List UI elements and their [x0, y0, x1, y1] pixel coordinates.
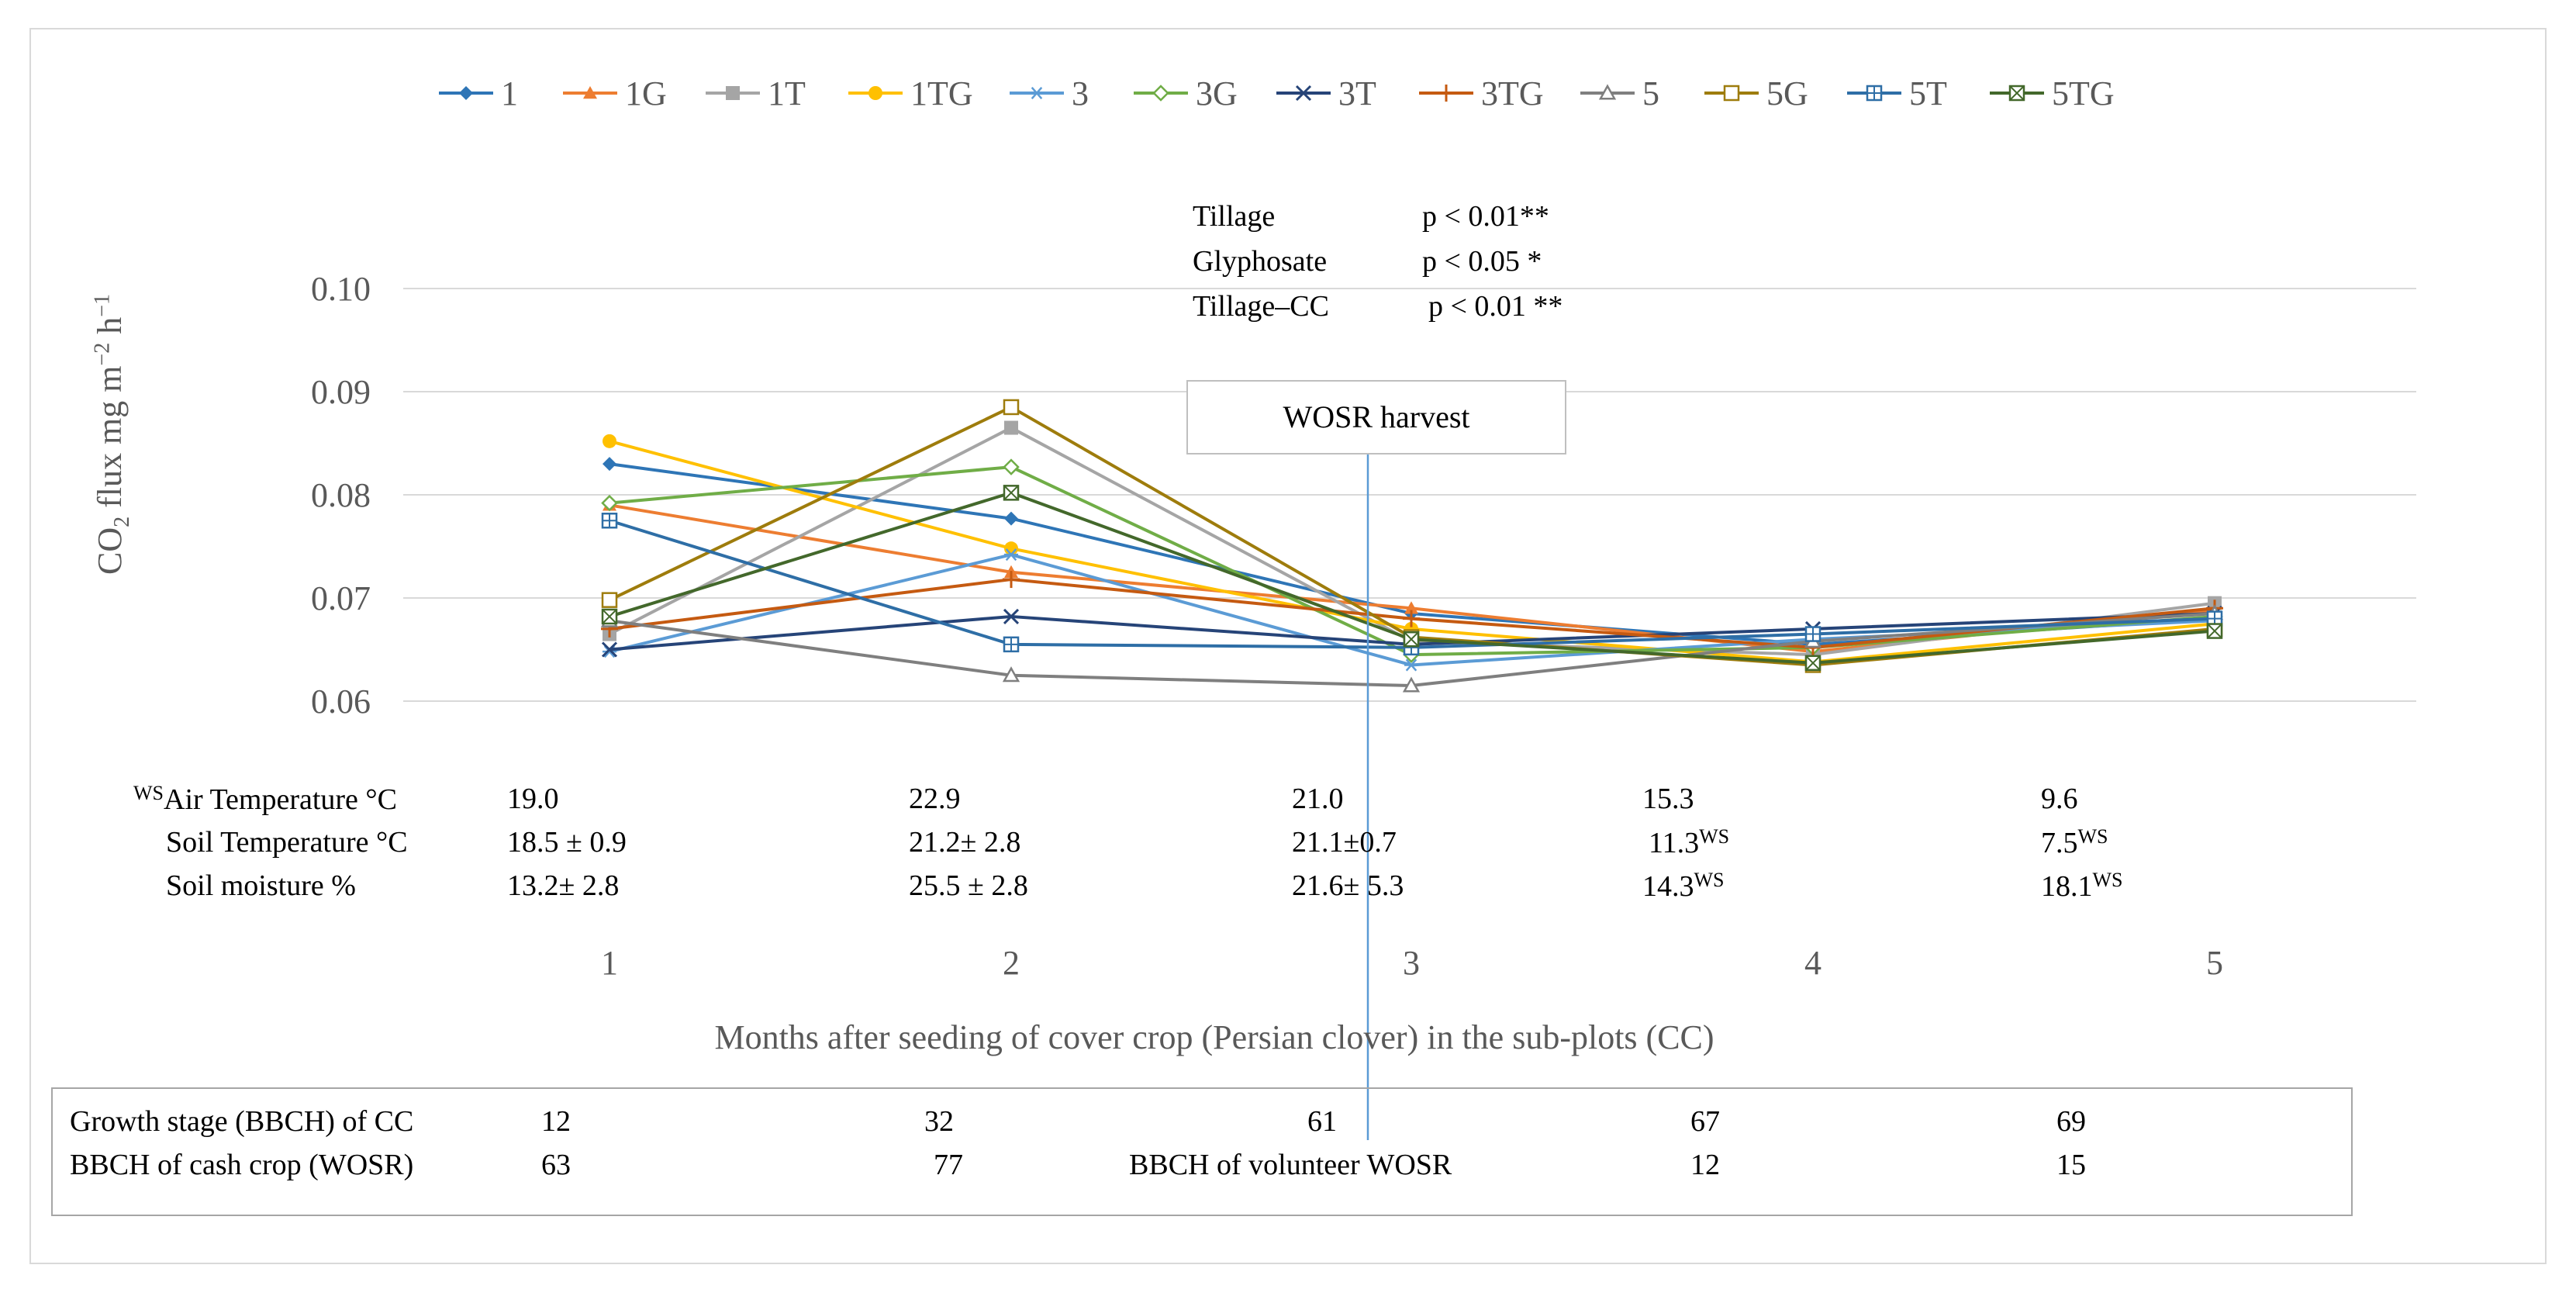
legend-marker-5T: [1866, 85, 1883, 102]
data-point-1T: [1004, 420, 1018, 435]
cc-stage-value: 67: [1690, 1105, 1720, 1138]
volunteer-wosr-value: 15: [2056, 1149, 2086, 1181]
data-point-5TG: [1804, 655, 1822, 672]
air-temp-value: 22.9: [909, 783, 961, 815]
x-tick-label: 5: [2206, 944, 2223, 982]
soil-moisture-value: 25.5 ± 2.8: [909, 869, 1028, 902]
legend-marker-5G: [1723, 85, 1740, 102]
data-point-1: [1004, 511, 1018, 526]
data-point-3T: [601, 641, 618, 658]
soil-temp-value: 21.2± 2.8: [909, 826, 1021, 859]
y-tick-label: 0.06: [311, 683, 371, 721]
legend-label-1T: 1T: [768, 74, 806, 112]
legend-label-5T: 5T: [1909, 74, 1947, 112]
data-point-5G: [601, 592, 618, 608]
cc-stage-value: 32: [924, 1105, 954, 1138]
air-temp-value: 19.0: [507, 783, 559, 815]
soil-temp-value: 21.1±0.7: [1292, 826, 1397, 859]
data-point-5TG: [601, 608, 618, 625]
volunteer-wosr-value: 12: [1690, 1149, 1720, 1181]
legend-marker-5: [1598, 84, 1617, 100]
legend-marker-5TG: [2008, 85, 2025, 102]
data-point-5: [1402, 676, 1421, 693]
legend-label-5G: 5G: [1766, 74, 1808, 112]
y-tick-label: 0.10: [311, 270, 371, 308]
data-point-3: [1004, 548, 1018, 562]
data-point-5TG: [1403, 631, 1420, 648]
cc-stage-value: 12: [541, 1105, 571, 1138]
soil-moisture-value: 13.2± 2.8: [507, 869, 620, 902]
data-point-3TG: [1403, 610, 1420, 627]
data-point-5T: [1804, 626, 1822, 642]
y-tick-label: 0.07: [311, 579, 371, 617]
y-tick-label: 0.09: [311, 373, 371, 411]
cc-stage-value: 69: [2056, 1105, 2086, 1138]
legend-marker-1T: [726, 86, 740, 100]
data-point-3G: [1003, 458, 1020, 475]
soil-moisture-value: 18.1WS: [2041, 869, 2123, 903]
data-point-5T: [601, 513, 618, 529]
data-point-5: [1002, 666, 1020, 683]
x-tick-label: 2: [1003, 944, 1020, 982]
stats-block: Tillage p < 0.01** Glyphosate p < 0.05 * T…: [1193, 194, 1563, 329]
soil-temp-value: 11.3WS: [1649, 825, 1730, 859]
legend-label-5TG: 5TG: [2052, 74, 2115, 112]
air-temp-value: 9.6: [2041, 783, 2078, 815]
legend-label-3TG: 3TG: [1481, 74, 1544, 112]
x-axis-label: Months after seeding of cover crop (Pers…: [714, 1018, 1714, 1056]
data-point-1TG: [603, 434, 616, 448]
figure-frame: [29, 28, 2547, 1264]
x-tick-label: 4: [1804, 944, 1822, 982]
legend-marker-1TG: [868, 86, 882, 100]
legend-label-5: 5: [1642, 74, 1659, 112]
legend-label-1: 1: [501, 74, 518, 112]
legend-marker-1: [459, 86, 473, 100]
wosr-harvest-label: WOSR harvest: [1186, 380, 1566, 454]
data-point-5TG: [2206, 623, 2223, 639]
soil-moisture-label: Soil moisture %: [166, 869, 356, 902]
x-tick-label: 3: [1403, 944, 1420, 982]
y-axis-label: CO2 flux mg m−2 h−1: [90, 293, 134, 575]
legend-label-3G: 3G: [1196, 74, 1238, 112]
x-tick-label: 1: [601, 944, 618, 982]
stat-glyphosate: Glyphosate p < 0.05 *: [1193, 245, 1542, 278]
soil-temp-label: Soil Temperature °C: [166, 826, 408, 859]
stat-tillage-cc: Tillage–CC p < 0.01 **: [1193, 290, 1563, 323]
legend-label-1G: 1G: [625, 74, 667, 112]
legend-marker-3T: [1295, 85, 1312, 102]
y-tick-label: 0.08: [311, 476, 371, 514]
data-point-3TG: [1003, 571, 1020, 589]
data-point-5G: [1003, 399, 1020, 416]
stat-tillage: Tillage p < 0.01**: [1193, 200, 1549, 233]
legend-label-3: 3: [1072, 74, 1089, 112]
cash-crop-value: 77: [934, 1149, 963, 1181]
air-temp-label: WSAir Temperature °C: [133, 782, 397, 816]
legend-marker-3: [1030, 86, 1044, 100]
growth-stage-table: [51, 1087, 2353, 1216]
data-point-5T: [1003, 636, 1020, 653]
air-temp-value: 21.0: [1292, 783, 1344, 815]
data-point-5TG: [1003, 485, 1020, 501]
data-point-1: [603, 457, 616, 472]
data-point-3T: [1003, 608, 1020, 625]
legend-marker-3TG: [1438, 85, 1455, 102]
soil-temp-value: 18.5 ± 0.9: [507, 826, 627, 859]
soil-temp-value: 7.5WS: [2041, 825, 2108, 859]
air-temp-value: 15.3: [1642, 783, 1694, 815]
soil-moisture-value: 21.6± 5.3: [1292, 869, 1404, 902]
cash-crop-label: BBCH of cash crop (WOSR): [70, 1149, 414, 1181]
legend-marker-3G: [1152, 85, 1169, 102]
legend-marker-1G: [583, 86, 597, 99]
cash-crop-value: 63: [541, 1149, 571, 1181]
legend-label-1TG: 1TG: [910, 74, 973, 112]
cc-stage-label: Growth stage (BBCH) of CC: [70, 1105, 414, 1138]
legend-label-3T: 3T: [1338, 74, 1376, 112]
data-point-3G: [601, 494, 618, 512]
volunteer-wosr-label: BBCH of volunteer WOSR: [1129, 1149, 1452, 1181]
soil-moisture-value: 14.3WS: [1642, 869, 1725, 903]
data-point-1G: [1404, 601, 1418, 614]
cc-stage-value: 61: [1307, 1105, 1337, 1138]
data-point-3: [1404, 658, 1418, 672]
